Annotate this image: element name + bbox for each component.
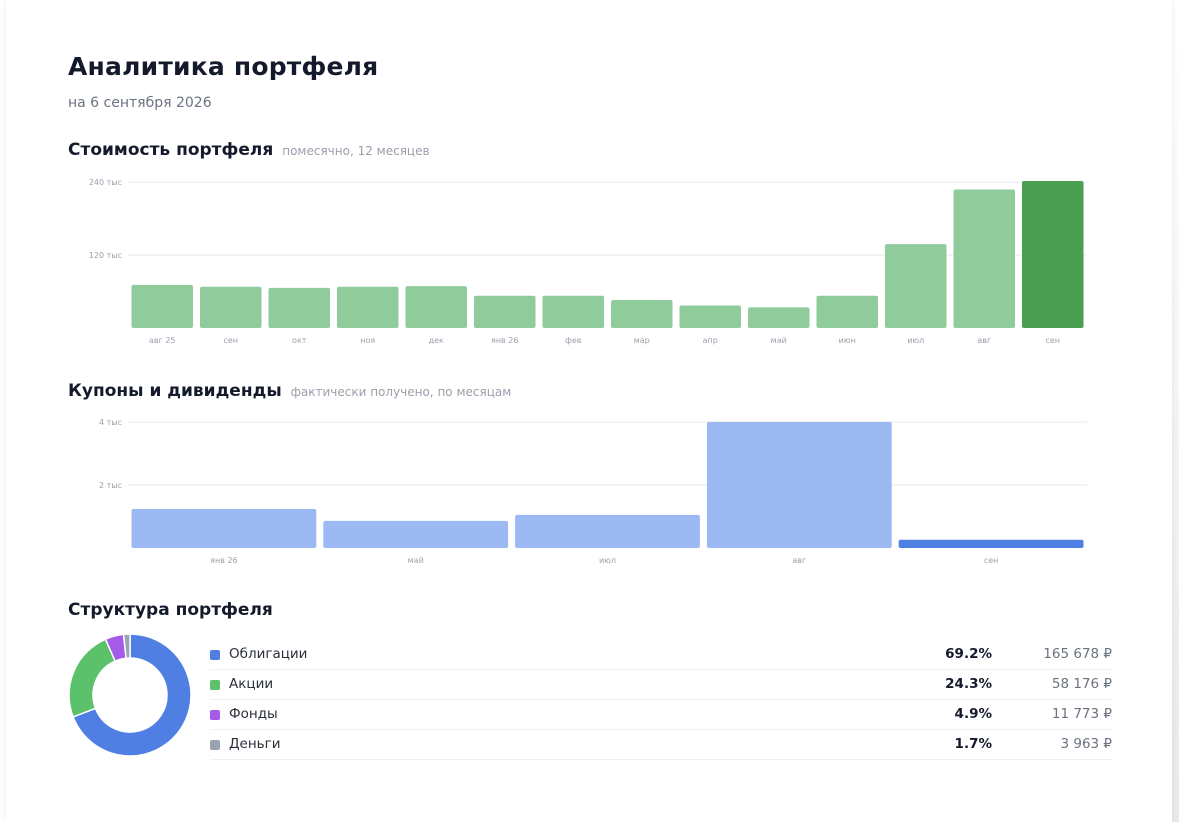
legend-row[interactable]: Деньги 1.7% 3 963 ₽ (210, 730, 1112, 760)
value-bar[interactable] (679, 305, 742, 328)
income-hint: фактически получено, по месяцам (290, 385, 512, 399)
legend-color-swatch (210, 710, 220, 720)
value-bar[interactable] (953, 189, 1016, 328)
value-x-tick: дек (429, 336, 444, 345)
income-title: Купоны и дивиденды (68, 381, 282, 401)
value-x-tick: мар (634, 336, 650, 345)
legend-amount: 11 773 ₽ (1051, 706, 1112, 722)
legend-amount: 58 176 ₽ (1051, 676, 1112, 692)
income-x-tick: сен (984, 556, 999, 565)
legend-color-swatch (210, 680, 220, 690)
value-bar[interactable] (611, 300, 673, 328)
income-bar[interactable] (131, 508, 317, 548)
income-section-title: Купоны и дивиденды фактически получено, … (68, 381, 511, 401)
legend-percent: 4.9% (954, 706, 992, 722)
value-bar[interactable] (474, 295, 536, 328)
income-bar[interactable] (898, 539, 1084, 548)
page-title: Аналитика портфеля (68, 52, 379, 81)
income-x-tick: май (408, 556, 424, 565)
legend-row[interactable]: Фонды 4.9% 11 773 ₽ (210, 700, 1112, 730)
income-bar[interactable] (706, 422, 892, 548)
income-y-tick: 4 тыс (99, 418, 122, 427)
legend-percent: 24.3% (945, 676, 992, 692)
value-y-tick: 120 тыс (89, 251, 122, 260)
value-x-tick: окт (292, 336, 307, 345)
value-x-tick: фев (565, 336, 582, 345)
value-bar[interactable] (131, 284, 194, 328)
legend-percent: 1.7% (954, 736, 992, 752)
value-x-tick: июл (907, 336, 924, 345)
structure-section-title: Структура портфеля (68, 600, 273, 620)
value-section-title: Стоимость портфеля помесячно, 12 месяцев (68, 140, 430, 160)
value-bar[interactable] (542, 295, 605, 328)
income-x-tick: авг (792, 556, 806, 565)
legend-amount: 165 678 ₽ (1043, 646, 1112, 662)
legend-color-swatch (210, 650, 220, 660)
legend-color-swatch (210, 740, 220, 750)
value-x-tick: июн (839, 336, 856, 345)
legend-row[interactable]: Облигации 69.2% 165 678 ₽ (210, 640, 1112, 670)
value-hint: помесячно, 12 месяцев (282, 144, 430, 158)
legend-label: Фонды (229, 706, 278, 722)
legend-label: Акции (229, 676, 274, 692)
income-x-tick: янв 26 (210, 556, 237, 565)
legend-label: Облигации (229, 646, 308, 662)
value-x-tick: авг 25 (149, 336, 176, 345)
legend-label: Деньги (229, 736, 281, 752)
legend-row[interactable]: Акции 24.3% 58 176 ₽ (210, 670, 1112, 700)
page-subtitle: на 6 сентября 2026 (68, 95, 212, 111)
value-bar[interactable] (268, 287, 331, 328)
income-bar[interactable] (515, 514, 700, 548)
value-x-tick: апр (703, 336, 718, 345)
income-bar[interactable] (323, 520, 509, 548)
value-bar[interactable] (816, 295, 879, 328)
legend-amount: 3 963 ₽ (1060, 736, 1112, 752)
donut-slice[interactable] (68, 638, 117, 718)
value-bar[interactable] (748, 307, 810, 328)
value-bar[interactable] (405, 286, 468, 328)
value-x-tick: сен (1045, 336, 1060, 345)
donut-slice[interactable] (72, 633, 192, 757)
value-x-tick: май (771, 336, 787, 345)
value-x-tick: сен (223, 336, 238, 345)
legend-percent: 69.2% (945, 646, 992, 662)
value-y-tick: 240 тыс (89, 178, 122, 187)
income-y-tick: 2 тыс (99, 481, 122, 490)
analytics-card (6, 0, 1172, 822)
value-bar[interactable] (885, 244, 947, 328)
value-x-tick: янв 26 (491, 336, 518, 345)
value-bar[interactable] (200, 286, 262, 328)
donut-slice[interactable] (122, 633, 131, 660)
value-title: Стоимость портфеля (68, 140, 274, 160)
value-bar[interactable] (337, 286, 399, 328)
value-x-tick: ноя (360, 336, 375, 345)
structure-title: Структура портфеля (68, 600, 273, 620)
value-x-tick: авг (977, 336, 991, 345)
income-x-tick: июл (599, 556, 616, 565)
value-bar[interactable] (1022, 181, 1084, 328)
structure-legend: Облигации 69.2% 165 678 ₽ Акции 24.3% 58 176 … (210, 640, 1112, 760)
